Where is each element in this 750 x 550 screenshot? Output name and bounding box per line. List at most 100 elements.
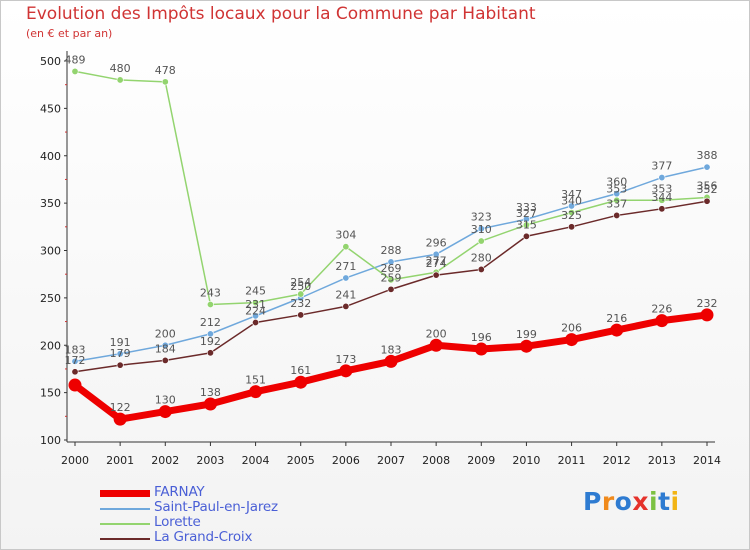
data-label-la-grand-croix: 179	[110, 347, 131, 360]
data-label-la-grand-croix: 344	[651, 191, 672, 204]
data-point-lorette	[568, 209, 576, 217]
data-label-saint-paul-en-jarez: 323	[471, 211, 492, 224]
data-point-la-grand-croix	[477, 265, 485, 273]
data-label-saint-paul-en-jarez: 377	[651, 160, 672, 173]
data-point-lorette	[477, 237, 485, 245]
data-label-farnay: 196	[471, 331, 492, 344]
data-label-lorette: 277	[426, 254, 447, 267]
data-label-la-grand-croix: 224	[245, 305, 266, 318]
data-label-saint-paul-en-jarez: 271	[335, 260, 356, 273]
data-point-lorette	[387, 276, 395, 284]
data-label-farnay: 183	[381, 343, 402, 356]
y-tick-label: 150	[40, 387, 61, 400]
data-label-saint-paul-en-jarez: 250	[290, 280, 311, 293]
data-label-la-grand-croix: 315	[516, 218, 537, 231]
x-tick-label: 2005	[287, 454, 315, 467]
data-label-lorette: 353	[606, 182, 627, 195]
data-label-la-grand-croix: 241	[335, 288, 356, 301]
data-label-lorette: 478	[155, 64, 176, 77]
data-label-saint-paul-en-jarez: 231	[245, 298, 266, 311]
data-point-lorette	[71, 67, 79, 75]
data-point-saint-paul-en-jarez	[387, 258, 395, 266]
data-point-la-grand-croix	[116, 361, 124, 369]
data-label-la-grand-croix: 352	[697, 183, 718, 196]
data-label-saint-paul-en-jarez: 360	[606, 176, 627, 189]
data-point-saint-paul-en-jarez	[477, 225, 485, 233]
y-tick-label: 500	[40, 55, 61, 68]
proxiti-logo: Proxiti	[583, 487, 680, 516]
data-label-farnay: 199	[516, 328, 537, 341]
data-point-farnay	[565, 333, 579, 347]
x-tick-label: 2000	[61, 454, 89, 467]
data-label-saint-paul-en-jarez: 347	[561, 188, 582, 201]
legend-label-saint-paul-en-jarez: Saint-Paul-en-Jarez	[154, 499, 278, 515]
data-point-la-grand-croix	[658, 205, 666, 213]
data-label-saint-paul-en-jarez: 191	[110, 336, 131, 349]
data-point-la-grand-croix	[71, 368, 79, 376]
data-point-saint-paul-en-jarez	[116, 350, 124, 358]
x-tick-label: 2001	[106, 454, 134, 467]
x-tick-label: 2003	[196, 454, 224, 467]
data-point-saint-paul-en-jarez	[161, 341, 169, 349]
x-tick-label: 2010	[512, 454, 540, 467]
data-point-farnay	[68, 378, 82, 392]
data-label-farnay: 206	[561, 322, 582, 335]
data-point-farnay	[203, 397, 217, 411]
data-point-lorette	[252, 299, 260, 307]
data-point-la-grand-croix	[342, 302, 350, 310]
x-tick-label: 2014	[693, 454, 721, 467]
y-tick-label: 100	[40, 434, 61, 447]
data-label-farnay: 130	[155, 394, 176, 407]
data-point-saint-paul-en-jarez	[432, 250, 440, 258]
data-point-la-grand-croix	[297, 311, 305, 319]
legend-swatch-lorette	[100, 523, 150, 525]
legend-label-la-grand-croix: La Grand-Croix	[154, 529, 253, 545]
data-point-farnay	[158, 405, 172, 419]
data-label-farnay: 161	[290, 364, 311, 377]
data-label-farnay: 122	[110, 401, 131, 414]
data-point-la-grand-croix	[703, 197, 711, 205]
legend-swatch-la-grand-croix	[100, 538, 150, 540]
data-point-lorette	[297, 290, 305, 298]
data-point-la-grand-croix	[161, 356, 169, 364]
data-label-lorette: 254	[290, 276, 311, 289]
data-label-farnay: 226	[651, 303, 672, 316]
data-point-lorette	[522, 221, 530, 229]
data-point-farnay	[294, 375, 308, 389]
data-label-saint-paul-en-jarez: 388	[697, 149, 718, 162]
data-label-saint-paul-en-jarez: 288	[381, 244, 402, 257]
data-point-farnay	[474, 342, 488, 356]
data-label-farnay: 232	[697, 297, 718, 310]
data-point-la-grand-croix	[522, 232, 530, 240]
legend-swatch-farnay	[100, 490, 150, 497]
x-tick-label: 2002	[151, 454, 179, 467]
data-label-lorette: 356	[697, 179, 718, 192]
data-label-lorette: 243	[200, 287, 221, 300]
data-point-saint-paul-en-jarez	[703, 163, 711, 171]
data-label-lorette: 310	[471, 223, 492, 236]
data-point-farnay	[384, 354, 398, 368]
data-label-saint-paul-en-jarez: 296	[426, 236, 447, 249]
data-point-la-grand-croix	[252, 319, 260, 327]
data-label-lorette: 245	[245, 285, 266, 298]
y-tick-label: 450	[40, 102, 61, 115]
data-label-saint-paul-en-jarez: 183	[65, 343, 86, 356]
data-point-saint-paul-en-jarez	[206, 330, 214, 338]
data-point-farnay	[519, 339, 533, 353]
data-point-lorette	[658, 196, 666, 204]
data-label-la-grand-croix: 280	[471, 251, 492, 264]
data-point-la-grand-croix	[613, 211, 621, 219]
data-label-la-grand-croix: 184	[155, 342, 176, 355]
data-point-farnay	[249, 385, 263, 399]
data-point-lorette	[116, 76, 124, 84]
data-label-saint-paul-en-jarez: 333	[516, 201, 537, 214]
data-point-la-grand-croix	[206, 349, 214, 357]
y-tick-label: 400	[40, 150, 61, 163]
data-point-farnay	[339, 364, 353, 378]
x-tick-label: 2008	[422, 454, 450, 467]
x-tick-label: 2012	[603, 454, 631, 467]
data-point-la-grand-croix	[568, 223, 576, 231]
data-point-lorette	[206, 301, 214, 309]
